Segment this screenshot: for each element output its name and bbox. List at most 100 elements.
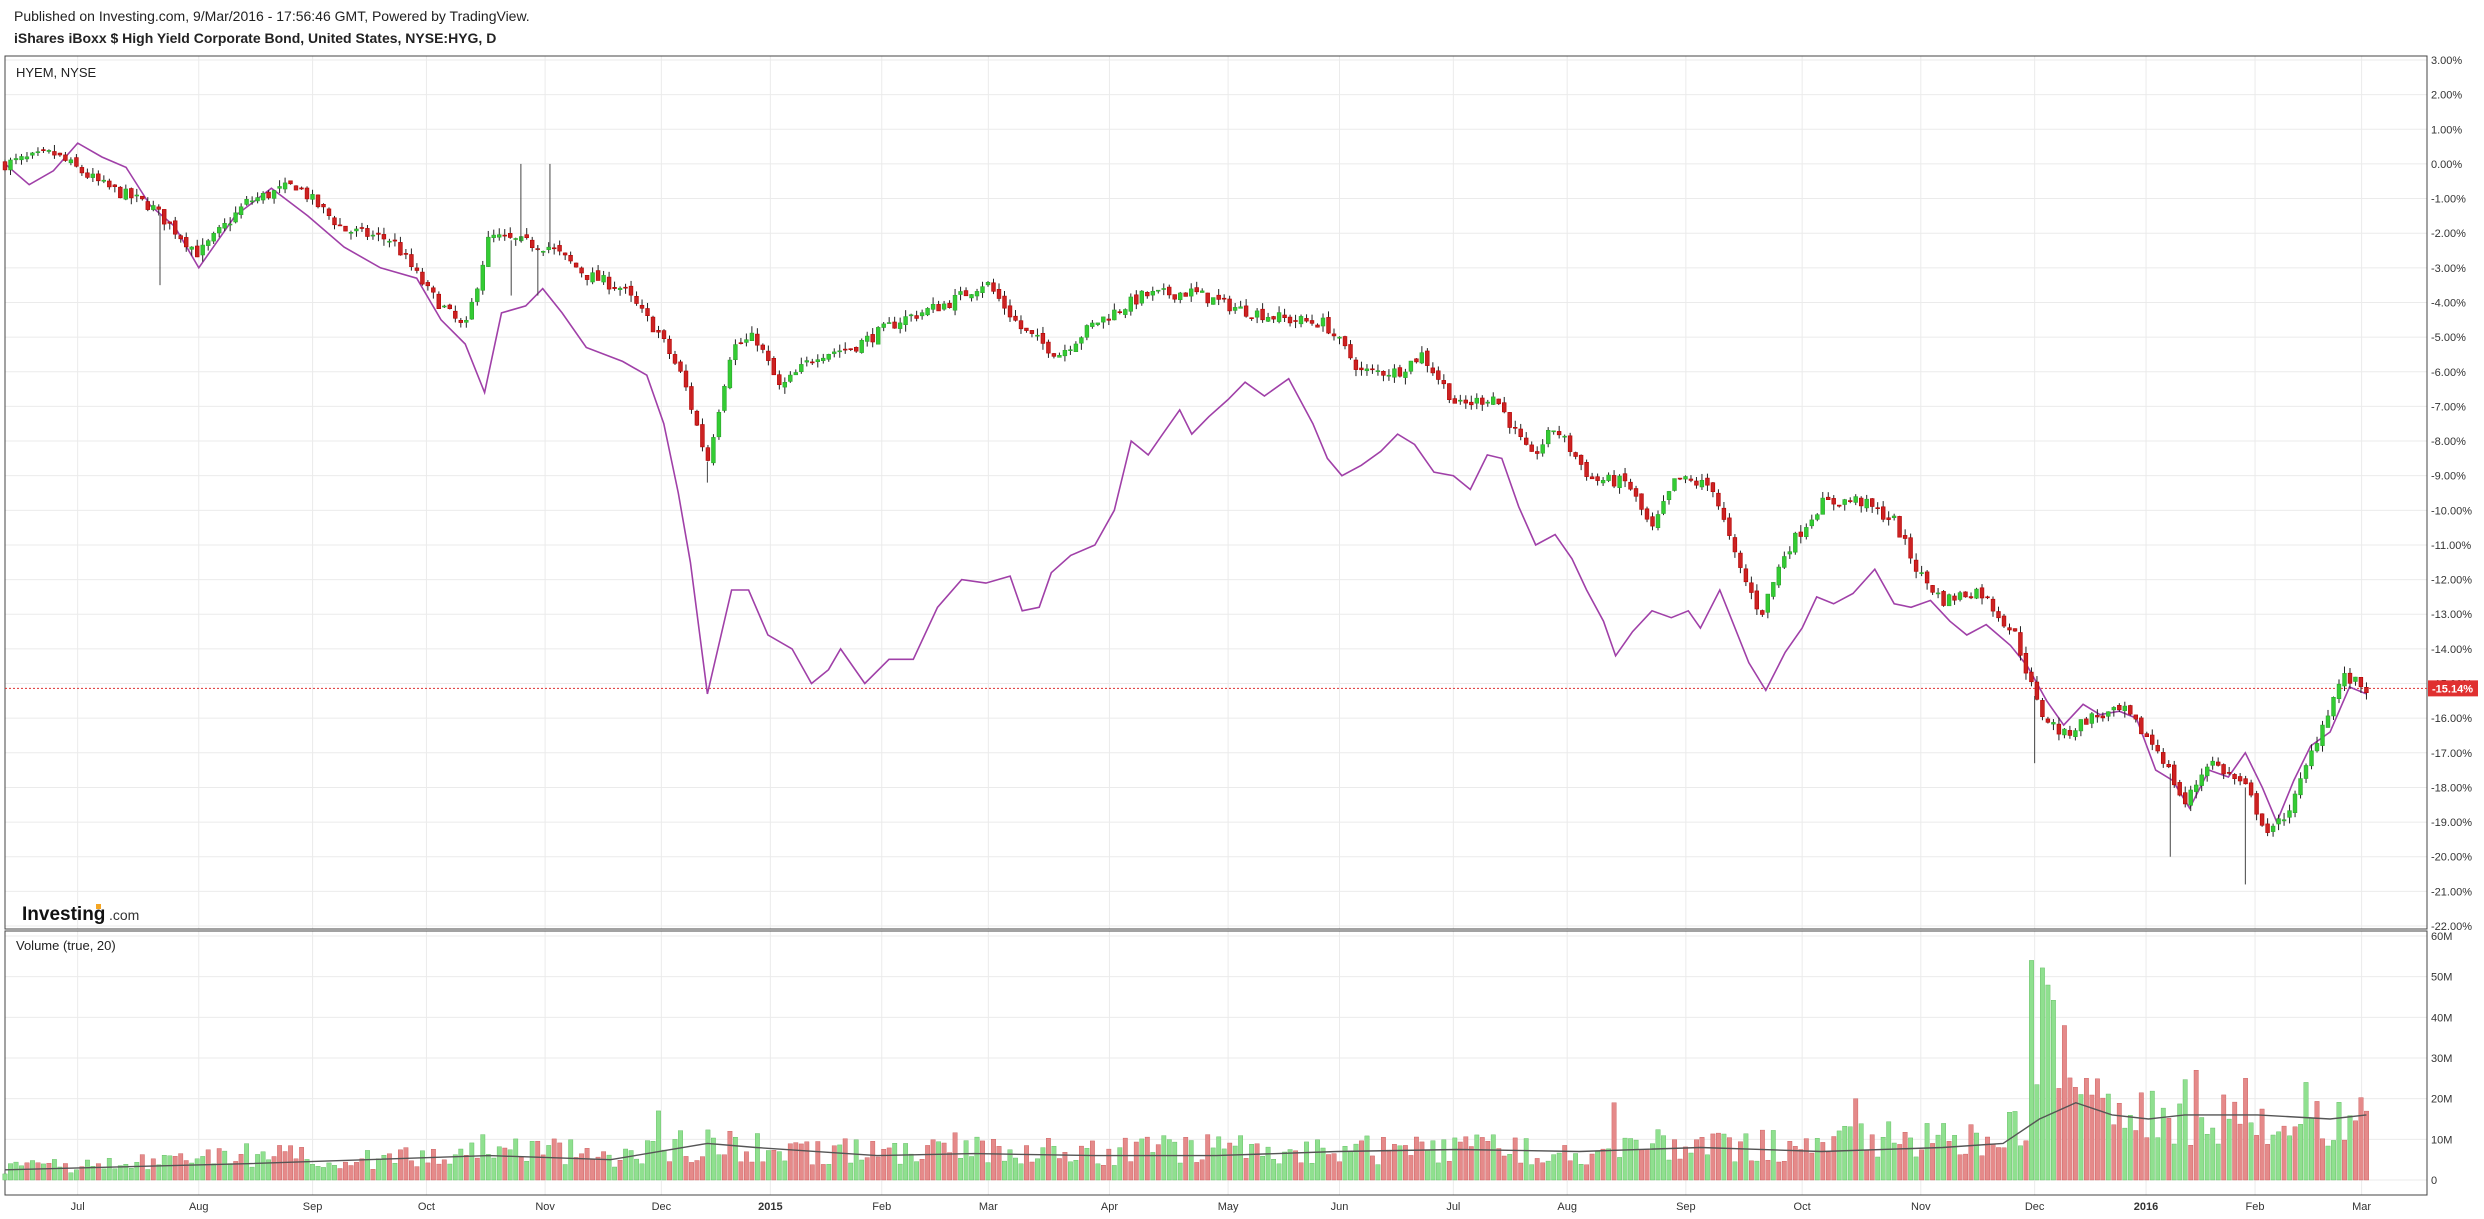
volume-bar-down — [1694, 1139, 1699, 1181]
volume-bar-up — [1073, 1159, 1079, 1181]
candle-down — [573, 262, 579, 268]
volume-bar-up — [1035, 1158, 1040, 1181]
candle-up — [513, 238, 518, 240]
candle-up — [875, 327, 881, 345]
candle-down — [2183, 792, 2188, 805]
candle-down — [595, 270, 601, 281]
candle-up — [1776, 566, 1782, 586]
candle-down — [1996, 611, 2001, 619]
candle-down — [1837, 504, 1842, 507]
volume-bar-up — [1880, 1136, 1886, 1181]
volume-bar-up — [1320, 1147, 1326, 1181]
candle-down — [1496, 398, 1501, 405]
candle-down — [1513, 426, 1518, 429]
volume-bar-down — [1715, 1132, 1721, 1181]
volume-bar-down — [1413, 1136, 1419, 1181]
x-tick-label: Oct — [418, 1201, 435, 1213]
candle-up — [2309, 750, 2314, 767]
candle-down — [392, 239, 398, 242]
candle-down — [321, 204, 326, 208]
volume-bar-down — [1128, 1161, 1134, 1181]
volume-bar-up — [776, 1151, 782, 1181]
candle-down — [557, 245, 562, 252]
candle-down — [842, 348, 848, 351]
candle-up — [1809, 519, 1815, 527]
candle-down — [326, 208, 332, 216]
volume-bar-down — [1589, 1153, 1595, 1181]
candle-up — [13, 158, 19, 161]
candle-up — [722, 385, 727, 411]
volume-bar-down — [1990, 1143, 1996, 1181]
candle-down — [2095, 715, 2100, 718]
volume-bar-up — [1732, 1161, 1738, 1181]
volume-bar-down — [1710, 1133, 1716, 1181]
candle-up — [897, 322, 903, 329]
volume-bar-up — [200, 1156, 206, 1181]
candle-up — [958, 291, 963, 295]
candle-down — [447, 304, 452, 310]
candle-down — [2221, 764, 2226, 775]
candle-down — [1370, 368, 1375, 371]
candle-down — [414, 267, 420, 271]
x-axis: Jul Aug Sep Oct Nov Dec 2015 Feb Mar Apr May Jun Jul… — [71, 1201, 2372, 1213]
main-y-tick-label: -7.00% — [2431, 401, 2466, 413]
candle-down — [1902, 535, 1908, 539]
volume-bar-up — [1628, 1138, 1634, 1181]
candle-down — [2161, 752, 2166, 764]
candle-down — [1524, 437, 1529, 445]
volume-bar-up — [2325, 1145, 2331, 1181]
volume-bar-down — [1584, 1164, 1590, 1181]
volume-bar-down — [1540, 1162, 1546, 1181]
candle-down — [2067, 730, 2073, 736]
candle-down — [1930, 585, 1935, 593]
candle-up — [1815, 514, 1820, 520]
x-tick-label: Feb — [2246, 1201, 2265, 1213]
volume-bar-up — [1013, 1157, 1018, 1181]
volume-bar-up — [1172, 1141, 1178, 1181]
volume-bar-up — [1529, 1164, 1535, 1181]
volume-bar-down — [299, 1147, 304, 1181]
candle-down — [1694, 480, 1699, 486]
candle-up — [1891, 515, 1897, 519]
candle-down — [1897, 516, 1902, 538]
candle-down — [1007, 305, 1013, 318]
volume-bar-up — [705, 1129, 711, 1181]
volume-bar-up — [2303, 1082, 2309, 1181]
x-tick-label: 2016 — [2134, 1201, 2158, 1213]
candle-down — [266, 191, 271, 199]
volume-bar-down — [579, 1153, 585, 1181]
volume-bar-up — [57, 1166, 63, 1181]
candle-down — [1589, 476, 1595, 480]
volume-bar-up — [678, 1130, 683, 1181]
volume-bar-down — [1792, 1146, 1798, 1181]
volume-bar-down — [1963, 1153, 1969, 1181]
candle-up — [859, 339, 864, 353]
volume-bar-up — [1754, 1160, 1760, 1181]
volume-bar-up — [2182, 1079, 2188, 1181]
volume-bar-down — [238, 1154, 244, 1181]
candle-down — [2056, 723, 2062, 735]
volume-bar-down — [925, 1145, 931, 1181]
main-y-tick-label: -6.00% — [2431, 367, 2466, 379]
volume-bar-up — [2204, 1133, 2210, 1181]
candle-up — [1068, 349, 1073, 352]
candle-down — [381, 234, 387, 240]
candle-down — [853, 346, 859, 352]
volume-bar-down — [1463, 1136, 1469, 1181]
volume-bar-up — [326, 1162, 332, 1181]
candle-down — [2018, 632, 2023, 656]
main-y-tick-label: 2.00% — [2431, 90, 2462, 102]
x-tick-label: Jul — [1446, 1201, 1460, 1213]
candle-up — [211, 233, 216, 242]
candle-up — [788, 374, 793, 382]
candle-down — [1227, 298, 1232, 312]
candle-down — [398, 242, 403, 256]
x-tick-label: Mar — [2352, 1201, 2371, 1213]
volume-bar-up — [1655, 1129, 1661, 1181]
candle-down — [1908, 537, 1913, 559]
candle-down — [1968, 596, 1974, 599]
volume-bar-down — [24, 1162, 30, 1181]
volume-bar-down — [370, 1169, 376, 1181]
volume-bar-up — [260, 1151, 266, 1181]
